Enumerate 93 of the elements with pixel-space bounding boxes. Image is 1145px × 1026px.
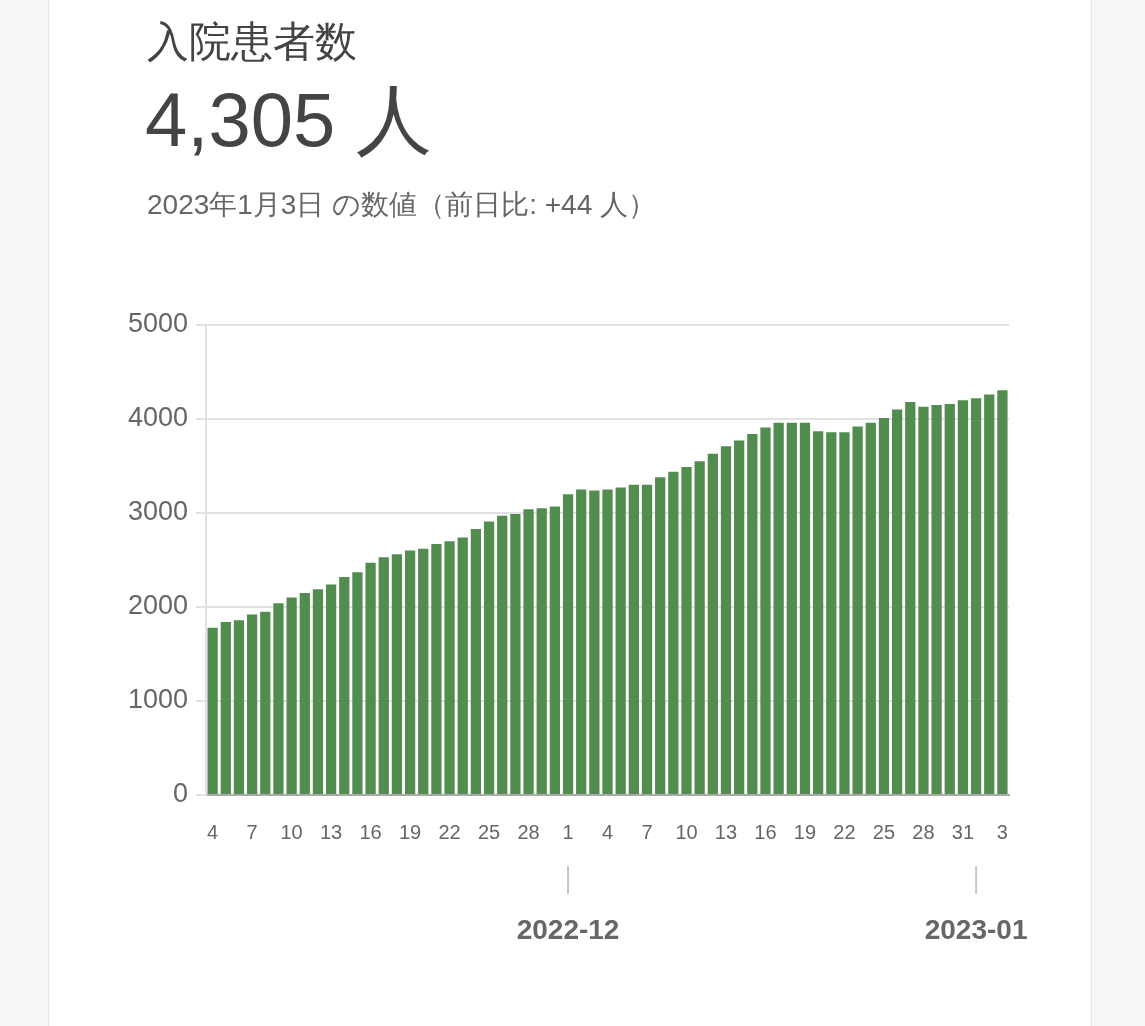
bar bbox=[957, 400, 969, 794]
x-tick-label: 10 bbox=[280, 820, 303, 843]
bar bbox=[378, 557, 389, 794]
bar bbox=[826, 432, 837, 794]
bar bbox=[984, 394, 995, 794]
bar bbox=[576, 489, 587, 794]
x-tick-label: 7 bbox=[641, 820, 653, 843]
bar bbox=[720, 446, 732, 794]
x-tick-label: 13 bbox=[319, 820, 343, 843]
bar bbox=[602, 489, 613, 794]
bar bbox=[681, 466, 692, 794]
bar bbox=[457, 537, 468, 794]
x-tick-label: 13 bbox=[714, 820, 738, 843]
bar bbox=[655, 477, 666, 794]
bar bbox=[615, 487, 626, 794]
bar bbox=[404, 550, 416, 794]
bar bbox=[891, 409, 903, 794]
chart-subtitle: 4,305 人 bbox=[145, 76, 433, 164]
bar bbox=[562, 494, 574, 794]
bar bbox=[286, 597, 297, 794]
y-tick-label: 1000 bbox=[127, 684, 189, 715]
bar bbox=[312, 589, 324, 794]
chart-title: 入院患者数 bbox=[147, 17, 357, 67]
x-tick-label: 25 bbox=[477, 820, 501, 843]
x-tick-label: 22 bbox=[438, 820, 461, 843]
x-tick-label: 10 bbox=[675, 820, 698, 843]
x-tick-label: 4 bbox=[601, 820, 614, 843]
bar bbox=[352, 572, 363, 794]
bar bbox=[233, 620, 245, 794]
x-tick-label: 28 bbox=[517, 820, 540, 843]
bar bbox=[431, 544, 442, 794]
text: 2023年1月3日 の数値（前日比: +44 人） bbox=[147, 188, 657, 222]
bar bbox=[339, 576, 350, 794]
bar bbox=[773, 422, 784, 794]
bar bbox=[470, 528, 482, 794]
bar bbox=[931, 404, 942, 794]
bar bbox=[510, 513, 521, 794]
x-tick-label: 1 bbox=[562, 820, 574, 843]
bar bbox=[944, 403, 955, 794]
bar bbox=[905, 402, 916, 794]
y-tick-label: 2000 bbox=[127, 590, 189, 621]
bar bbox=[549, 506, 561, 794]
x-tick-label: 22 bbox=[833, 820, 856, 843]
bar bbox=[668, 471, 679, 794]
x-tick-label: 19 bbox=[398, 820, 422, 843]
bar bbox=[418, 548, 429, 794]
x-tick-label: 25 bbox=[872, 820, 896, 843]
bar bbox=[523, 509, 534, 794]
x-tick-label: 28 bbox=[912, 820, 935, 843]
y-tick-label: 5000 bbox=[127, 308, 189, 339]
bar bbox=[694, 461, 705, 794]
bar bbox=[391, 554, 403, 794]
annotation: 2023-01 bbox=[924, 913, 1028, 945]
bar bbox=[365, 562, 376, 794]
y-tick-label: 4000 bbox=[127, 402, 189, 433]
x-tick-label: 7 bbox=[246, 820, 258, 843]
bar bbox=[589, 490, 600, 794]
bar bbox=[997, 390, 1008, 794]
x-tick-label: 3 bbox=[996, 820, 1008, 843]
bar bbox=[852, 426, 863, 794]
x-tick-label: 31 bbox=[951, 820, 975, 843]
x-tick-label: 4 bbox=[207, 820, 219, 843]
bar bbox=[865, 422, 876, 794]
x-tick-label: 16 bbox=[754, 820, 777, 843]
bar bbox=[325, 584, 337, 794]
bar bbox=[839, 432, 850, 794]
bar bbox=[747, 434, 758, 794]
bar bbox=[878, 418, 890, 794]
bar bbox=[497, 515, 508, 794]
y-tick-label: 3000 bbox=[127, 496, 189, 527]
bar bbox=[641, 484, 653, 794]
bar bbox=[536, 508, 547, 794]
bar bbox=[260, 611, 271, 794]
bar bbox=[483, 521, 495, 794]
annotation: 2022-12 bbox=[516, 913, 620, 945]
bar bbox=[220, 622, 231, 794]
bar bbox=[799, 422, 811, 794]
bar bbox=[273, 603, 284, 794]
bar bbox=[628, 484, 639, 794]
bar bbox=[444, 541, 455, 794]
bar bbox=[247, 614, 258, 794]
x-tick-label: 19 bbox=[793, 820, 817, 843]
bar bbox=[760, 427, 771, 794]
bar bbox=[918, 406, 929, 794]
bar bbox=[734, 440, 745, 794]
bar bbox=[299, 592, 310, 794]
bar bbox=[813, 431, 824, 794]
y-tick-label: 0 bbox=[173, 778, 189, 809]
bar bbox=[970, 398, 982, 794]
bar bbox=[207, 627, 218, 794]
bar bbox=[786, 422, 797, 794]
x-tick-label: 16 bbox=[359, 820, 382, 843]
bar bbox=[707, 453, 718, 794]
